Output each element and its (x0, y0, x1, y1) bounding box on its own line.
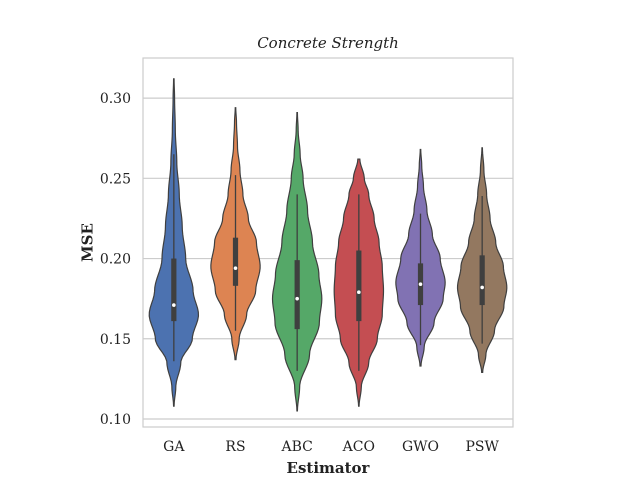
y-tick-label: 0.15 (100, 332, 131, 348)
median-dot (357, 290, 361, 295)
x-tick-label-ga: GA (163, 439, 185, 455)
y-axis-ticks: 0.10 0.15 0.20 0.25 0.30 (100, 91, 131, 428)
violin-gwo (395, 148, 446, 367)
median-dot (480, 285, 484, 290)
iqr-box (294, 260, 300, 330)
x-axis-label: Estimator (287, 459, 371, 477)
iqr-box (232, 237, 239, 286)
median-dot (295, 296, 299, 301)
x-tick-label-abc: ABC (280, 439, 312, 455)
violin-abc (271, 111, 323, 412)
iqr-box (171, 258, 177, 322)
y-tick-label: 0.20 (100, 252, 131, 268)
iqr-box (479, 255, 485, 306)
grid (143, 97, 513, 420)
x-axis-ticks: GA RS ABC ACO GWO PSW (163, 439, 499, 455)
iqr-box (356, 250, 362, 322)
y-tick-label: 0.10 (100, 412, 131, 428)
median-dot (233, 266, 238, 270)
y-tick-label: 0.30 (100, 91, 131, 107)
violin-rs (210, 107, 261, 361)
violin-psw (456, 147, 508, 374)
plot-frame (142, 57, 514, 428)
chart-title: Concrete Strength (257, 34, 399, 52)
violins (148, 78, 508, 412)
y-tick-label: 0.25 (100, 171, 131, 187)
x-tick-label-rs: RS (225, 439, 245, 455)
x-tick-label-gwo: GWO (402, 439, 439, 455)
x-tick-label-psw: PSW (465, 439, 499, 455)
median-dot (172, 303, 176, 307)
y-axis-label: MSE (78, 223, 96, 262)
violin-ga (148, 78, 200, 407)
x-tick-label-aco: ACO (342, 439, 375, 455)
median-dot (418, 282, 423, 287)
violin-aco (333, 158, 385, 407)
